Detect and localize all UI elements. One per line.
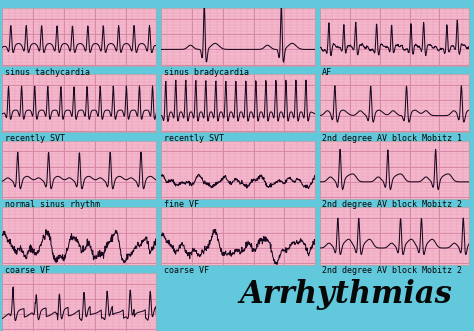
Text: recently SVT: recently SVT: [164, 134, 224, 143]
Text: coarse VF: coarse VF: [5, 266, 50, 275]
Text: recently SVT: recently SVT: [5, 134, 65, 143]
Text: 2nd degree AV block Mobitz 2: 2nd degree AV block Mobitz 2: [322, 266, 462, 275]
Text: AF: AF: [322, 68, 332, 77]
Text: normal sinus rhythm: normal sinus rhythm: [5, 200, 100, 209]
Text: sinus tachycardia: sinus tachycardia: [5, 68, 90, 77]
Text: 2nd degree AV block Mobitz 1: 2nd degree AV block Mobitz 1: [322, 134, 462, 143]
Text: 2nd degree AV block Mobitz 2: 2nd degree AV block Mobitz 2: [322, 200, 462, 209]
Text: Arrhythmias: Arrhythmias: [240, 279, 452, 310]
Text: coarse VF: coarse VF: [164, 266, 209, 275]
Text: fine VF: fine VF: [164, 200, 199, 209]
Text: sinus bradycardia: sinus bradycardia: [164, 68, 248, 77]
